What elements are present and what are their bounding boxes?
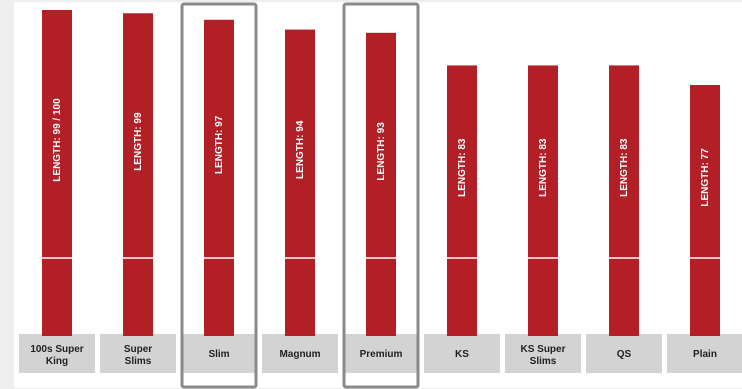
category-cell: [667, 334, 742, 373]
bar: [609, 65, 639, 337]
category-cell: [19, 334, 95, 373]
bar-value-label: LENGTH: 99 / 100: [52, 98, 63, 182]
category-cell: [181, 334, 257, 373]
bar: [123, 13, 153, 336]
bar: [366, 32, 396, 336]
bar-value-label: LENGTH: 83: [619, 138, 630, 197]
category-label: KS Super Slims: [520, 344, 565, 367]
bar: [690, 84, 720, 336]
bar: [204, 19, 234, 337]
bar: [447, 65, 477, 337]
bar-value-label: LENGTH: 83: [538, 138, 549, 197]
category-cell: [505, 334, 581, 373]
bar-value-label: LENGTH: 93: [376, 122, 387, 181]
category-label: KS: [455, 349, 469, 360]
category-label: Plain: [693, 349, 717, 360]
category-label: QS: [617, 349, 632, 360]
bar-value-label: LENGTH: 94: [295, 120, 306, 179]
bar-value-label: LENGTH: 83: [457, 138, 468, 197]
category-label: 100s Super King: [30, 344, 83, 367]
bar-value-label: LENGTH: 97: [214, 115, 225, 174]
category-cell: [262, 334, 338, 373]
category-label: Slim: [208, 349, 229, 360]
bar: [285, 29, 315, 337]
bar: [42, 10, 72, 336]
bar: [528, 65, 558, 337]
highlight-outline: [180, 2, 258, 389]
bar-value-label: LENGTH: 99: [133, 112, 144, 171]
category-label: Super Slims: [124, 344, 152, 367]
category-cell: [586, 334, 662, 373]
category-label: Premium: [360, 349, 403, 360]
category-cell: [100, 334, 176, 373]
highlight-outline: [342, 2, 420, 389]
category-cell: [343, 334, 419, 373]
category-cell: [424, 334, 500, 373]
bar-value-label: LENGTH: 77: [700, 148, 711, 207]
category-label: Magnum: [279, 349, 320, 360]
